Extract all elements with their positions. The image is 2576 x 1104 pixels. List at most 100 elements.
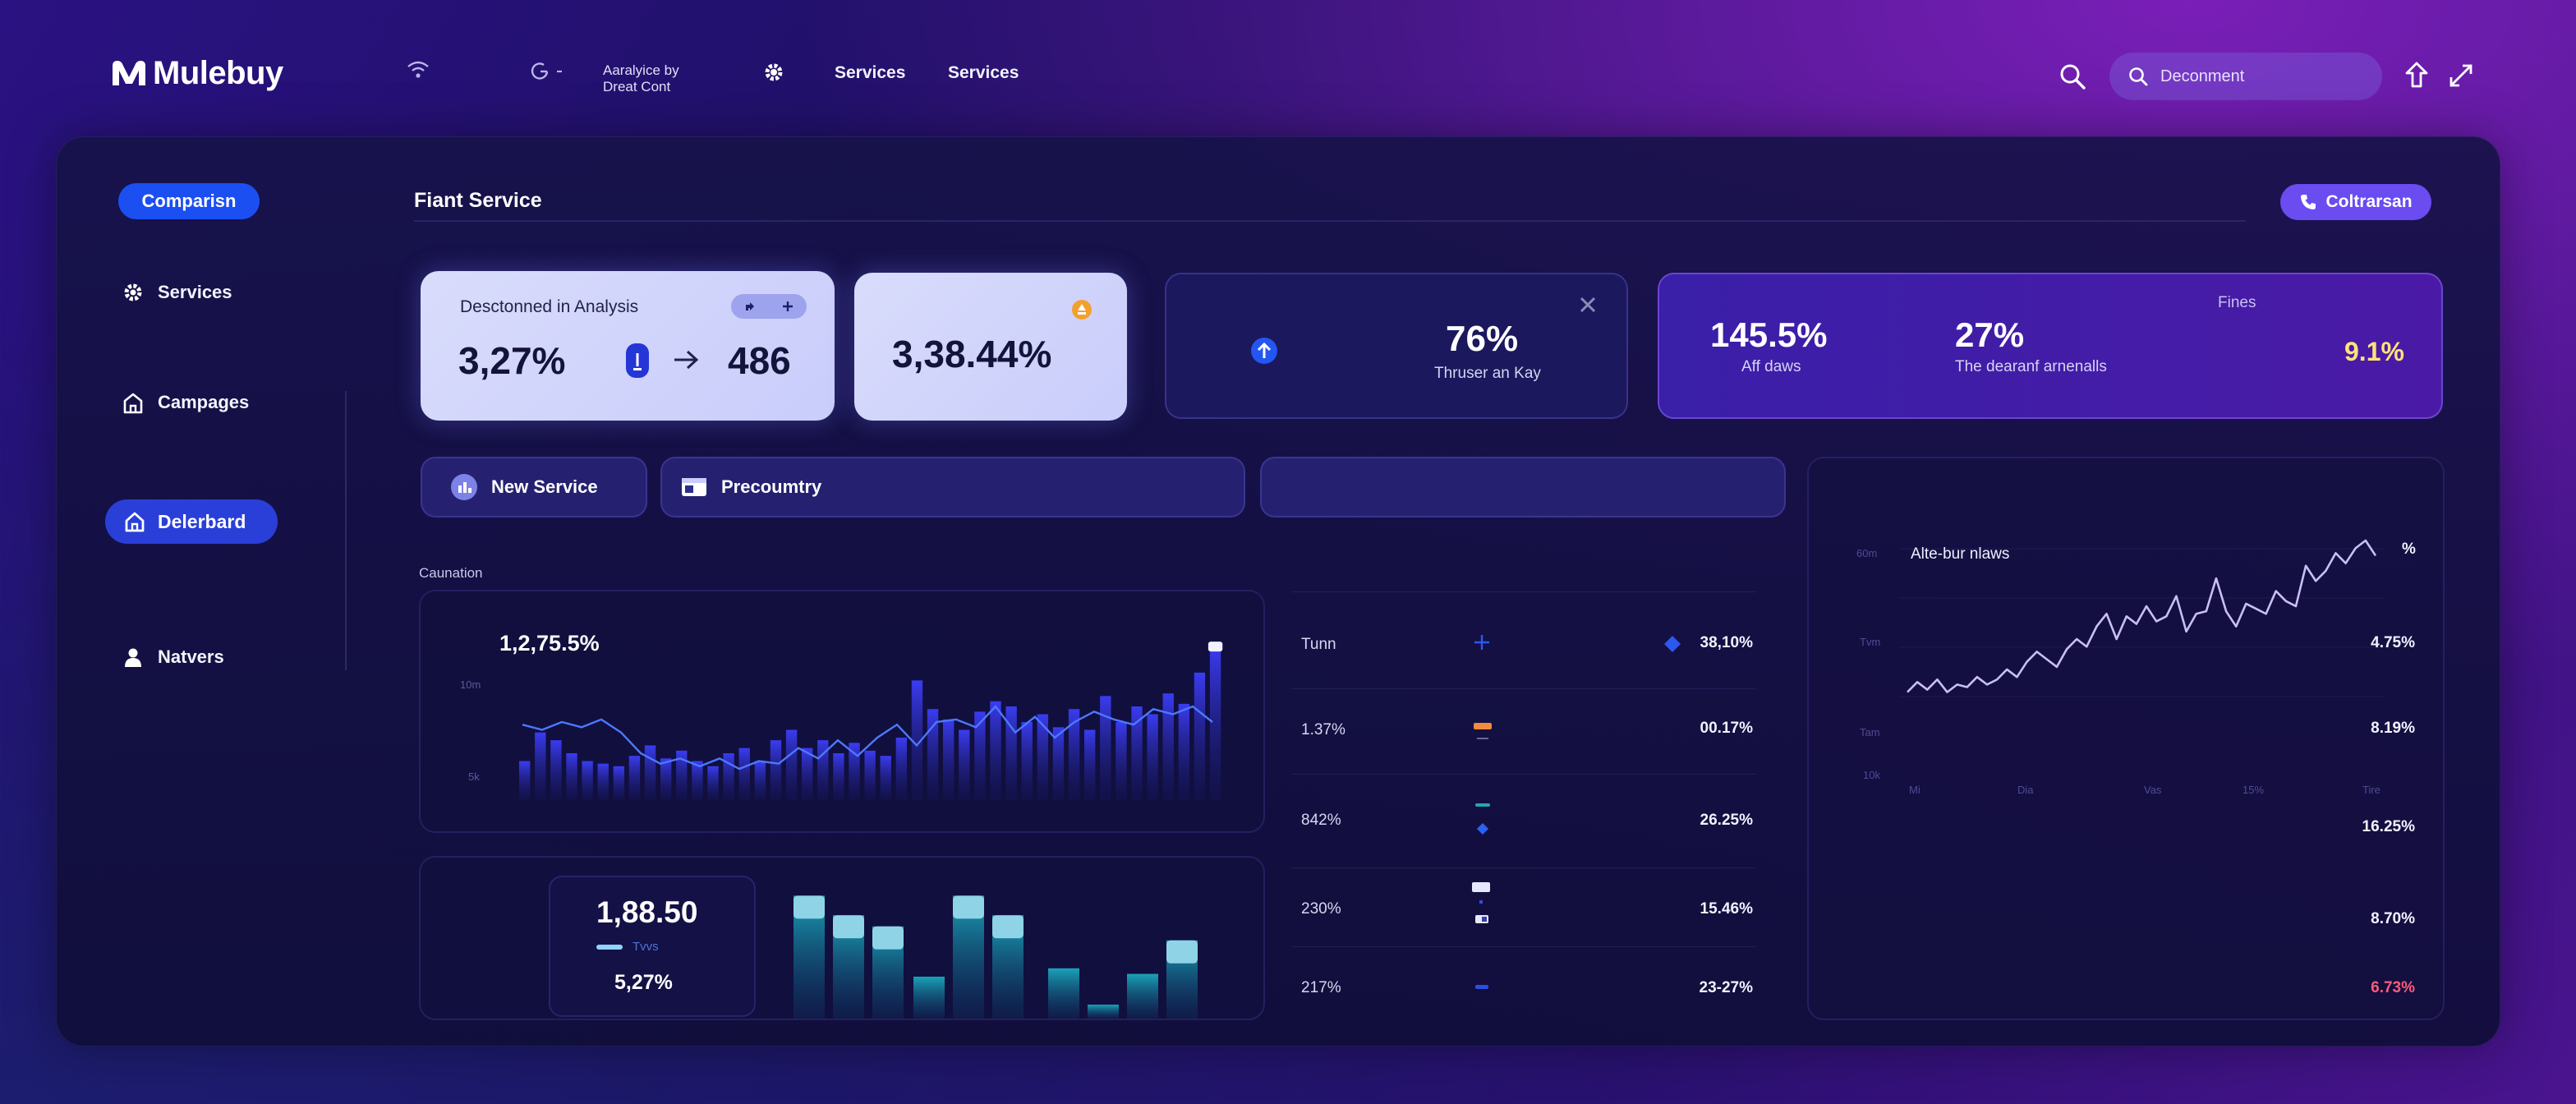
tab-precoumtry[interactable]: Precoumtry	[660, 457, 1245, 518]
bar	[1088, 1005, 1119, 1019]
right-pct: 8.19%	[2371, 720, 2415, 737]
bar	[927, 709, 939, 800]
settings-gear-icon[interactable]	[762, 61, 785, 84]
bar	[535, 732, 546, 800]
x-tick-label: 15%	[2242, 784, 2265, 796]
tab-new-service[interactable]: New Service	[421, 457, 647, 518]
table-cell-left: 1.37%	[1301, 721, 1346, 738]
bar	[707, 766, 719, 800]
bar	[644, 745, 656, 800]
teal-dash-icon	[1474, 800, 1492, 841]
table-cell-right: 26.25%	[1700, 812, 1753, 829]
table-cell-right: 38,10%	[1700, 634, 1753, 651]
stat-value-2: 27%	[1955, 315, 2025, 354]
stat-card-thruser[interactable]: 76% Thruser an Kay	[1165, 273, 1628, 419]
bar-cap	[1166, 940, 1198, 964]
legend-swatch	[596, 945, 623, 950]
search-icon[interactable]	[2058, 62, 2086, 90]
expand-icon[interactable]	[2448, 62, 2474, 89]
stat-caption-1: Aff daws	[1741, 358, 1801, 375]
sidebar-divider	[345, 391, 347, 670]
comparison-button[interactable]: Comparisn	[118, 183, 260, 219]
window-icon	[682, 478, 706, 496]
bar	[974, 711, 986, 800]
bar	[770, 740, 782, 800]
table-cell-left: 217%	[1301, 979, 1341, 996]
call-button-label: Coltrarsan	[2325, 192, 2413, 211]
bar	[1194, 672, 1206, 800]
sidebar-item-delerbard[interactable]: Delerbard	[105, 499, 278, 544]
bar-cap	[872, 926, 904, 950]
x-tick-label: Vas	[2144, 784, 2162, 796]
stat-value-1: 145.5%	[1710, 315, 1828, 354]
bar	[802, 748, 813, 800]
bar	[613, 766, 625, 800]
bar	[754, 761, 766, 800]
share-icon[interactable]	[2404, 61, 2430, 89]
stat-card-fines[interactable]: Fines 145.5% Aff daws 27% The dearanf ar…	[1658, 273, 2443, 419]
app-logo[interactable]: Mulebuy	[110, 53, 283, 94]
wifi-icon[interactable]	[406, 59, 430, 80]
nav-services-1[interactable]: Services	[835, 63, 906, 82]
bar	[911, 680, 923, 800]
bar	[880, 756, 891, 800]
arrow-right-icon	[672, 348, 700, 371]
tab-empty[interactable]	[1260, 457, 1786, 518]
table-cell-left: 230%	[1301, 900, 1341, 918]
y-tick-label: 10k	[1863, 769, 1880, 781]
bar	[1048, 968, 1079, 1019]
stat-card-total[interactable]: 3,38.44%	[854, 273, 1127, 421]
bar	[849, 743, 860, 800]
bar	[582, 761, 593, 800]
arrow-up-circle-icon	[1250, 337, 1278, 365]
bar	[519, 761, 531, 800]
search-placeholder: Deconment	[2160, 67, 2245, 85]
call-button[interactable]: Coltrarsan	[2280, 184, 2431, 220]
tab-label: Precoumtry	[721, 476, 822, 497]
export-icon[interactable]	[743, 300, 757, 313]
y-tick-label: 5k	[468, 770, 480, 783]
x-tick-label: Mi	[1909, 784, 1920, 796]
legend-label: Tvvs	[632, 940, 659, 954]
bar-cap	[833, 915, 864, 939]
row-divider	[1291, 946, 1756, 947]
bar	[692, 761, 703, 800]
bar	[1021, 722, 1033, 800]
bar	[833, 753, 844, 800]
bar-cap	[1208, 642, 1223, 652]
table-cell-left: Tunn	[1301, 636, 1336, 653]
sidebar-item-campages[interactable]: Campages	[122, 391, 249, 414]
title-divider	[414, 220, 2246, 222]
plus-icon[interactable]	[781, 300, 794, 313]
stat-right-value: 486	[728, 339, 791, 382]
stat-caption: Thruser an Kay	[1434, 365, 1541, 382]
search-field-icon	[2129, 67, 2148, 86]
close-icon[interactable]	[1579, 296, 1597, 314]
bar	[864, 750, 876, 800]
bar	[1084, 729, 1096, 800]
series-line	[522, 705, 1213, 770]
card-actions[interactable]	[731, 294, 807, 319]
bar	[959, 729, 970, 800]
badge-icon	[1071, 299, 1092, 320]
bar	[943, 719, 954, 800]
bar	[1100, 696, 1111, 800]
stat-value: 76%	[1446, 319, 1519, 359]
app-name: Mulebuy	[153, 54, 283, 91]
y-tick-label: 10m	[460, 678, 481, 691]
y-tick-label: 60m	[1856, 547, 1878, 559]
right-pct: 16.25%	[2362, 818, 2415, 835]
stat-label-fines: Fines	[2218, 294, 2256, 311]
refresh-icon[interactable]	[529, 61, 565, 82]
teal-bar-chart	[794, 895, 1198, 1019]
stat-value-3: 9.1%	[2344, 337, 2404, 366]
bar	[1178, 703, 1190, 800]
bar	[895, 738, 908, 800]
building-icon	[123, 393, 143, 414]
stat-card-analysis[interactable]: Desctonned in Analysis 3,27% 486	[421, 271, 835, 421]
sidebar-item-natvers[interactable]: Natvers	[122, 646, 224, 669]
search-input[interactable]: Deconment	[2109, 53, 2382, 100]
nav-services-2[interactable]: Services	[948, 63, 1019, 82]
sidebar-item-services[interactable]: Services	[122, 281, 232, 304]
bar	[1131, 706, 1143, 800]
